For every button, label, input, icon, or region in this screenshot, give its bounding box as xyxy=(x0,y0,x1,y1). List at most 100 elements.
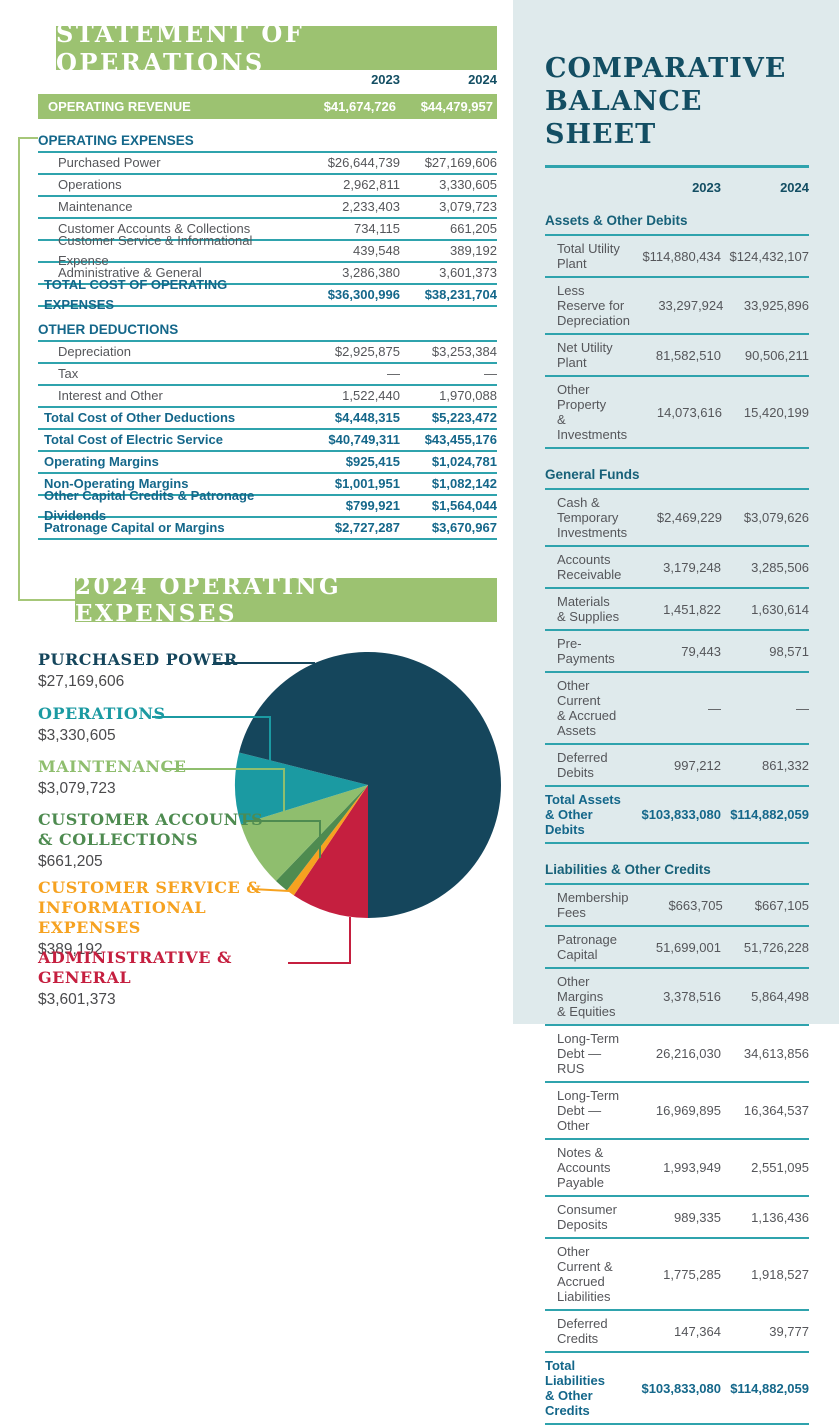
row-value-2023: $1,001,951 xyxy=(334,476,400,491)
row-label: Long-Term Debt — Other xyxy=(557,1088,620,1133)
row-label: Non-Operating Margins xyxy=(44,476,189,491)
row-label: Total Cost of Electric Service xyxy=(44,432,223,447)
row-value-2024: $3,253,384 xyxy=(431,344,497,359)
balance-sheet-content: COMPARATIVE BALANCE SHEET 2023 2024 Asse… xyxy=(545,0,809,1425)
row-label: Materials & Supplies xyxy=(557,594,620,624)
year-2024-label: 2024 xyxy=(780,180,809,195)
row-value-2023: 51,699,001 xyxy=(655,939,721,955)
legend-label: ADMINISTRATIVE & GENERAL xyxy=(38,948,232,987)
title-rule xyxy=(545,165,809,168)
row-label: Consumer Deposits xyxy=(557,1202,617,1232)
legend-label: OPERATIONS xyxy=(38,704,166,723)
table-row: Customer Accounts & Collections 734,115 … xyxy=(38,219,497,241)
row-value-2024: 1,970,088 xyxy=(439,388,497,403)
legend-item-customer-accounts: CUSTOMER ACCOUNTS & COLLECTIONS $661,205 xyxy=(38,810,288,871)
legend-value: $27,169,606 xyxy=(38,673,125,690)
pie-slice xyxy=(275,785,368,891)
table-row: Maintenance 2,233,403 3,079,723 xyxy=(38,197,497,219)
row-value-2024: 39,777 xyxy=(769,1323,809,1339)
callout-line-customer-service xyxy=(251,888,290,892)
row-value-2023: $114,880,434 xyxy=(642,248,721,264)
row-value-2024: 5,864,498 xyxy=(751,989,809,1004)
row-label: Customer Service & Informational Expense xyxy=(58,233,253,268)
callout-line-operations xyxy=(152,716,271,776)
row-value-2024: 34,613,856 xyxy=(743,1046,809,1061)
balance-sheet-title-line2: BALANCE SHEET xyxy=(545,86,703,150)
balance-sheet-section: Assets & Other Debits Total Utility Plan… xyxy=(545,213,809,449)
table-row: Long-Term Debt — RUS 26,216,030 34,613,8… xyxy=(545,1026,809,1083)
table-row: Administrative & General 3,286,380 3,601… xyxy=(38,263,497,285)
row-value-2023: $26,644,739 xyxy=(327,155,400,170)
callout-line-maintenance xyxy=(163,768,285,823)
row-value-2023: 1,993,949 xyxy=(663,1160,721,1175)
row-value-2023: 3,378,516 xyxy=(663,989,721,1004)
row-label: Other Margins & Equities xyxy=(557,974,616,1019)
row-value-2024: 15,420,199 xyxy=(743,404,809,420)
row-value-2024: 16,364,537 xyxy=(743,1103,809,1118)
row-value-2023: 989,335 xyxy=(674,1209,721,1225)
balance-sheet-section: General Funds Cash & Temporary Investmen… xyxy=(545,467,809,844)
row-value-2023: 3,179,248 xyxy=(663,559,721,575)
legend-item-purchased-power: PURCHASED POWER $27,169,606 xyxy=(38,650,288,691)
table-row: Interest and Other 1,522,440 1,970,088 xyxy=(38,386,497,408)
row-value-2023: — xyxy=(708,700,721,716)
legend-value: $3,079,723 xyxy=(38,780,116,797)
statement-year-header: 2023 2024 xyxy=(38,72,497,87)
row-label: Total Cost of Other Deductions xyxy=(44,410,236,425)
legend-value: $661,205 xyxy=(38,853,103,870)
callout-line-administrative xyxy=(288,917,351,964)
row-value-2024: 2,551,095 xyxy=(751,1160,809,1175)
table-row: Total Cost of Electric Service $40,749,3… xyxy=(38,430,497,452)
row-value-2023: $663,705 xyxy=(668,897,723,913)
year-2023-label: 2023 xyxy=(371,72,400,87)
table-row: Net Utility Plant 81,582,510 90,506,211 xyxy=(545,335,809,377)
row-value-2024: 1,136,436 xyxy=(751,1209,809,1225)
row-value-2023: 79,443 xyxy=(681,643,721,659)
row-value-2023: $2,727,287 xyxy=(334,520,400,535)
row-value-2023: 33,297,924 xyxy=(658,298,724,313)
row-label: Notes & Accounts Payable xyxy=(557,1145,611,1190)
year-2024-label: 2024 xyxy=(468,72,497,87)
row-value-2024: $1,024,781 xyxy=(431,454,497,469)
row-value-2023: 997,212 xyxy=(674,757,721,773)
table-row: Patronage Capital 51,699,001 51,726,228 xyxy=(545,927,809,969)
row-value-2024: 3,079,723 xyxy=(439,199,497,214)
balance-sheet-section: Liabilities & Other Credits Membership F… xyxy=(545,862,809,1425)
legend-label: CUSTOMER SERVICE & INFORMATIONAL EXPENSE… xyxy=(38,878,262,937)
row-label: Total Assets & Other Debits xyxy=(545,792,621,837)
row-value-2023: 2,962,811 xyxy=(343,177,400,192)
operating-revenue-2023: $41,674,726 xyxy=(323,99,396,114)
row-value-2024: 861,332 xyxy=(762,757,809,773)
pie-slice xyxy=(240,785,368,881)
operating-revenue-2024: $44,479,957 xyxy=(420,99,493,114)
pie-chart-area: PURCHASED POWER $27,169,606 OPERATIONS $… xyxy=(0,645,515,1024)
table-row: Accounts Receivable 3,179,248 3,285,506 xyxy=(545,547,809,589)
spacer xyxy=(38,72,300,87)
table-row: Deferred Debits 997,212 861,332 xyxy=(545,745,809,787)
operating-revenue-row: OPERATING REVENUE $41,674,726 $44,479,95… xyxy=(38,94,497,119)
pie-chart xyxy=(152,652,501,964)
row-value-2023: 26,216,030 xyxy=(655,1046,721,1061)
row-value-2023: 81,582,510 xyxy=(655,347,721,363)
operating-expenses-heading: OPERATING EXPENSES xyxy=(38,130,497,153)
table-row: Materials & Supplies 1,451,822 1,630,614 xyxy=(545,589,809,631)
row-value-2023: $40,749,311 xyxy=(328,432,400,447)
row-value-2023: $2,469,229 xyxy=(656,510,722,525)
row-label: Other Capital Credits & Patronage Divide… xyxy=(44,488,255,523)
row-label: Interest and Other xyxy=(58,388,163,403)
row-value-2024: $43,455,176 xyxy=(424,432,497,447)
legend-value: $389,192 xyxy=(38,941,103,958)
callout-line-customer-accounts xyxy=(245,820,321,858)
table-row: Other Current & Accrued Liabilities 1,77… xyxy=(545,1239,809,1311)
table-row: Membership Fees $663,705 $667,105 xyxy=(545,885,809,927)
row-value-2023: $4,448,315 xyxy=(334,410,400,425)
row-label: Long-Term Debt — RUS xyxy=(557,1031,620,1076)
row-value-2023: $103,833,080 xyxy=(641,807,721,822)
row-value-2023: — xyxy=(387,366,400,381)
pie-slice xyxy=(239,652,501,918)
operating-revenue-label: OPERATING REVENUE xyxy=(48,99,191,114)
row-value-2024: $38,231,704 xyxy=(424,287,497,302)
legend-value: $3,330,605 xyxy=(38,727,116,744)
table-row: Total Cost of Other Deductions $4,448,31… xyxy=(38,408,497,430)
